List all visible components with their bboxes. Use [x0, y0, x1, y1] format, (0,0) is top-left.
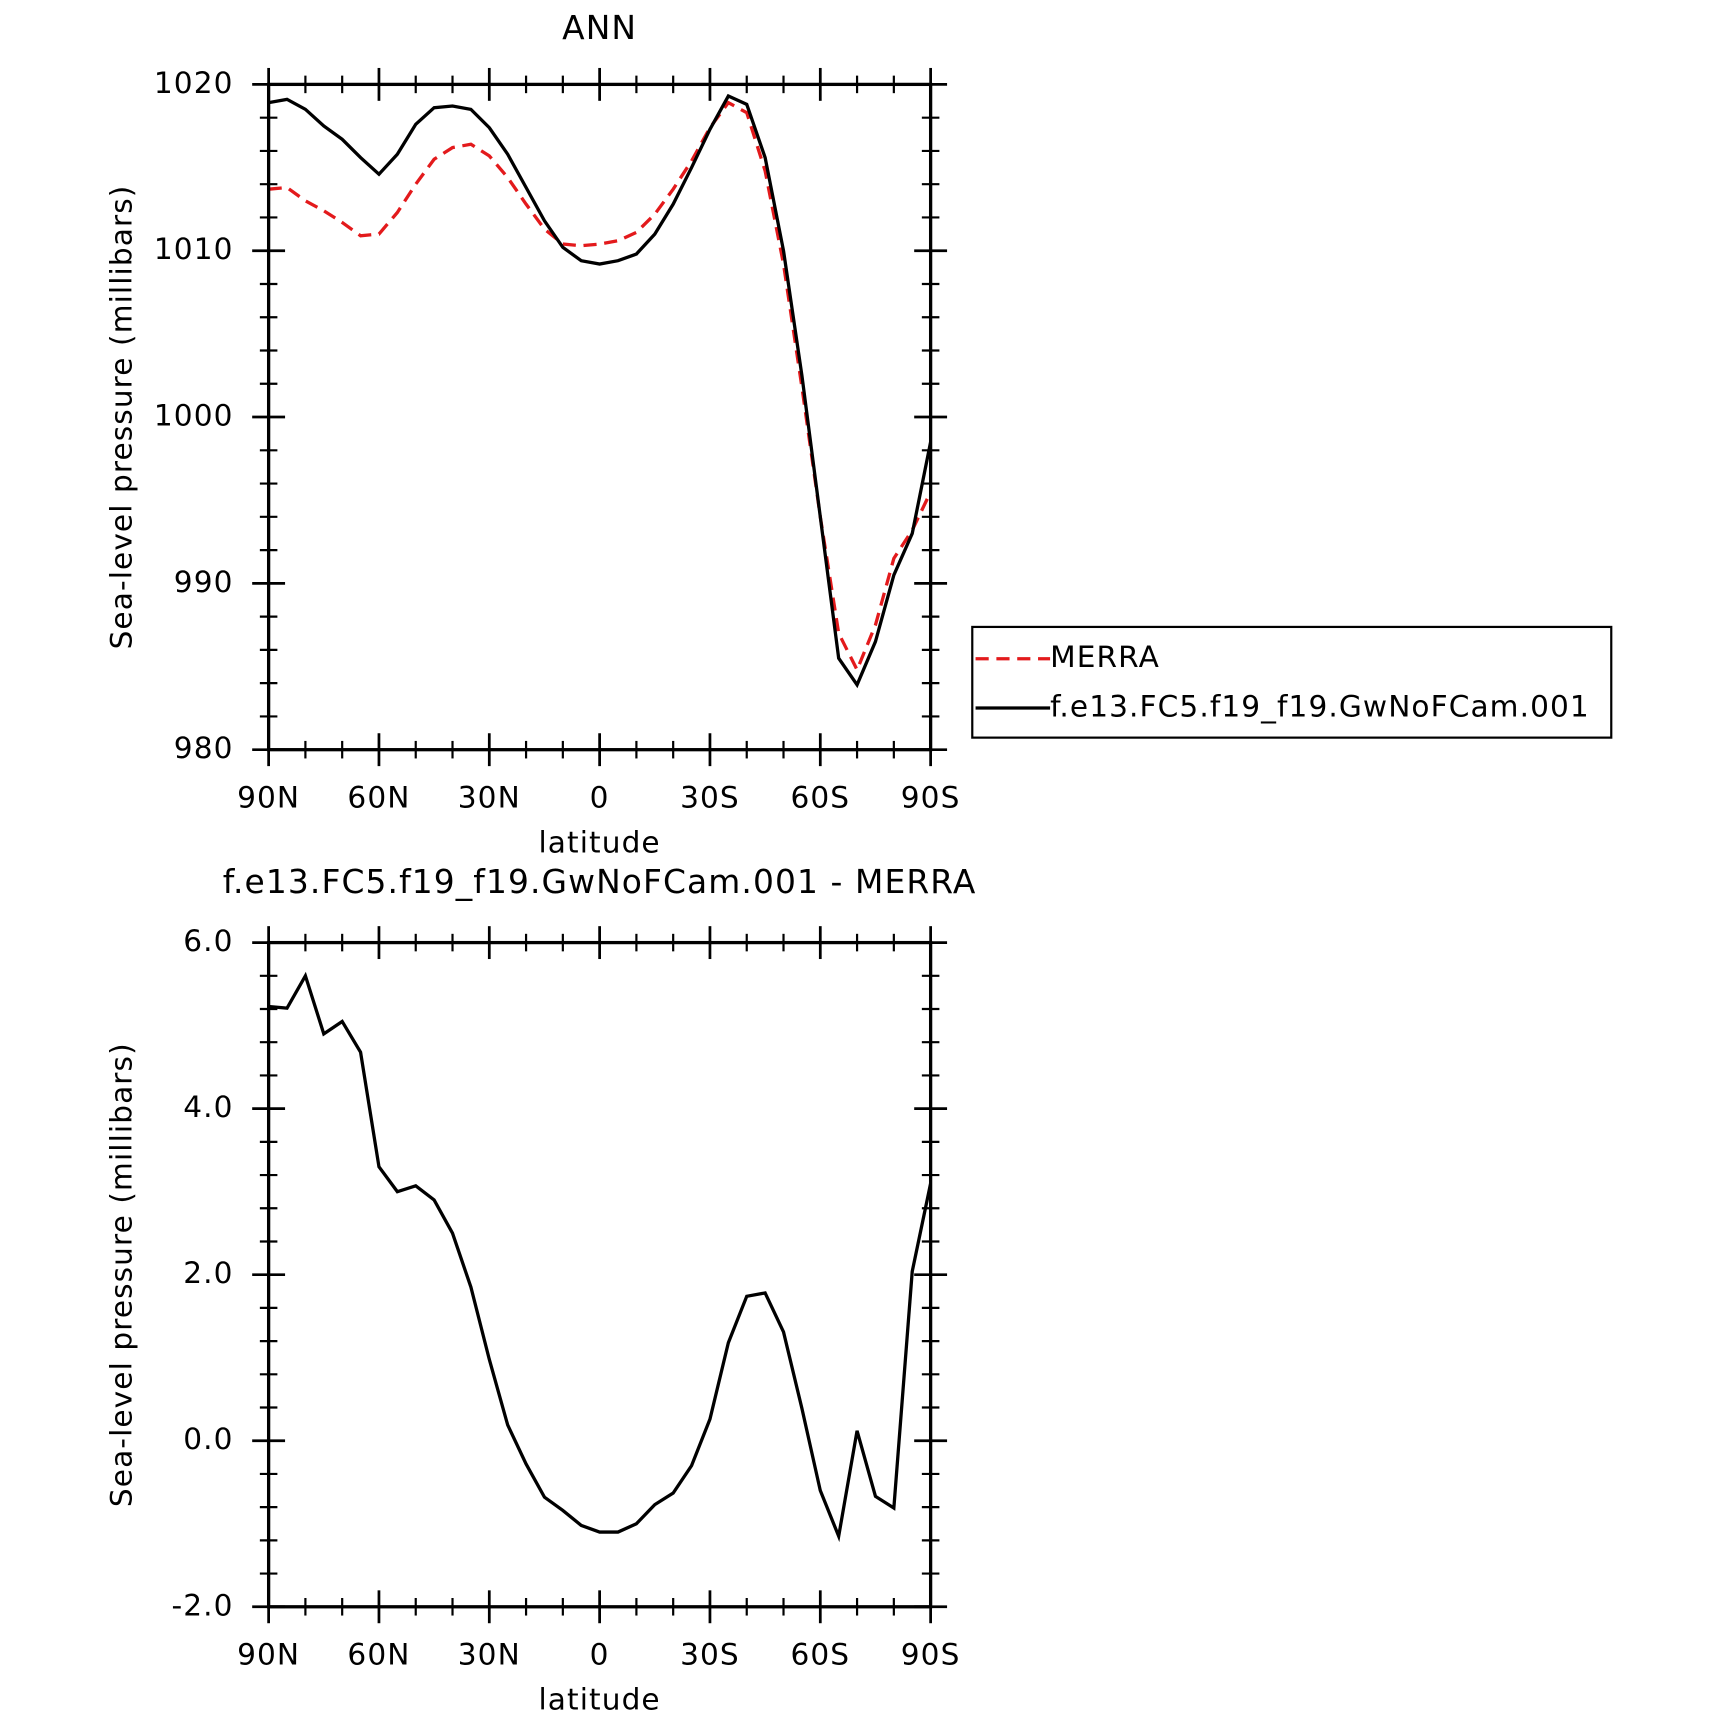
plot-frame: [266, 940, 933, 1609]
y-tick-label: 1010: [154, 232, 234, 266]
x-axis-label: latitude: [538, 825, 660, 859]
plot-frame: [266, 82, 933, 752]
x-tick-label: 90N: [237, 1638, 300, 1672]
legend-label: f.e13.FC5.f19_f19.GwNoFCam.001: [1050, 690, 1590, 724]
x-axis-label: latitude: [538, 1683, 660, 1712]
legend-box: [971, 625, 1613, 739]
x-tick-label: 90N: [237, 781, 300, 815]
chart-title: ANN: [562, 8, 637, 47]
y-tick-label: 1020: [154, 66, 234, 100]
x-tick-label: 30S: [680, 781, 740, 815]
legend-label: MERRA: [1050, 640, 1160, 674]
x-tick-label: 0: [590, 1638, 610, 1672]
y-axis-label: Sea-level pressure (millibars): [104, 1042, 138, 1507]
y-tick-label: 0.0: [183, 1422, 233, 1456]
y-tick-label: 1000: [154, 399, 234, 433]
y-tick-label: 4.0: [183, 1090, 233, 1124]
x-tick-label: 60N: [347, 1638, 410, 1672]
y-tick-label: 990: [174, 565, 234, 599]
x-tick-label: 0: [590, 781, 610, 815]
data-line: [268, 971, 931, 1543]
x-tick-label: 90S: [901, 1638, 961, 1672]
y-tick-label: -2.0: [171, 1588, 233, 1622]
data-line: [268, 93, 931, 689]
x-tick-label: 60S: [790, 781, 850, 815]
x-tick-label: 60S: [790, 1638, 850, 1672]
data-line: [268, 100, 931, 674]
chart-title: f.e13.FC5.f19_f19.GwNoFCam.001 - MERRA: [223, 862, 977, 901]
x-tick-label: 60N: [347, 781, 410, 815]
y-tick-label: 980: [174, 731, 234, 765]
x-tick-label: 30S: [680, 1638, 740, 1672]
y-axis-label: Sea-level pressure (millibars): [104, 185, 138, 650]
y-tick-label: 2.0: [183, 1256, 233, 1290]
y-tick-label: 6.0: [183, 924, 233, 958]
x-tick-label: 30N: [458, 781, 521, 815]
x-tick-label: 30N: [458, 1638, 521, 1672]
x-tick-label: 90S: [901, 781, 961, 815]
